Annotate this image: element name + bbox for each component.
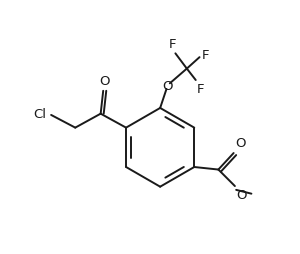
Text: O: O (236, 188, 247, 202)
Text: Cl: Cl (34, 108, 46, 121)
Text: O: O (236, 137, 246, 150)
Text: O: O (100, 74, 110, 87)
Text: F: F (202, 49, 210, 62)
Text: O: O (163, 80, 173, 93)
Text: F: F (169, 38, 177, 51)
Text: F: F (197, 83, 205, 96)
